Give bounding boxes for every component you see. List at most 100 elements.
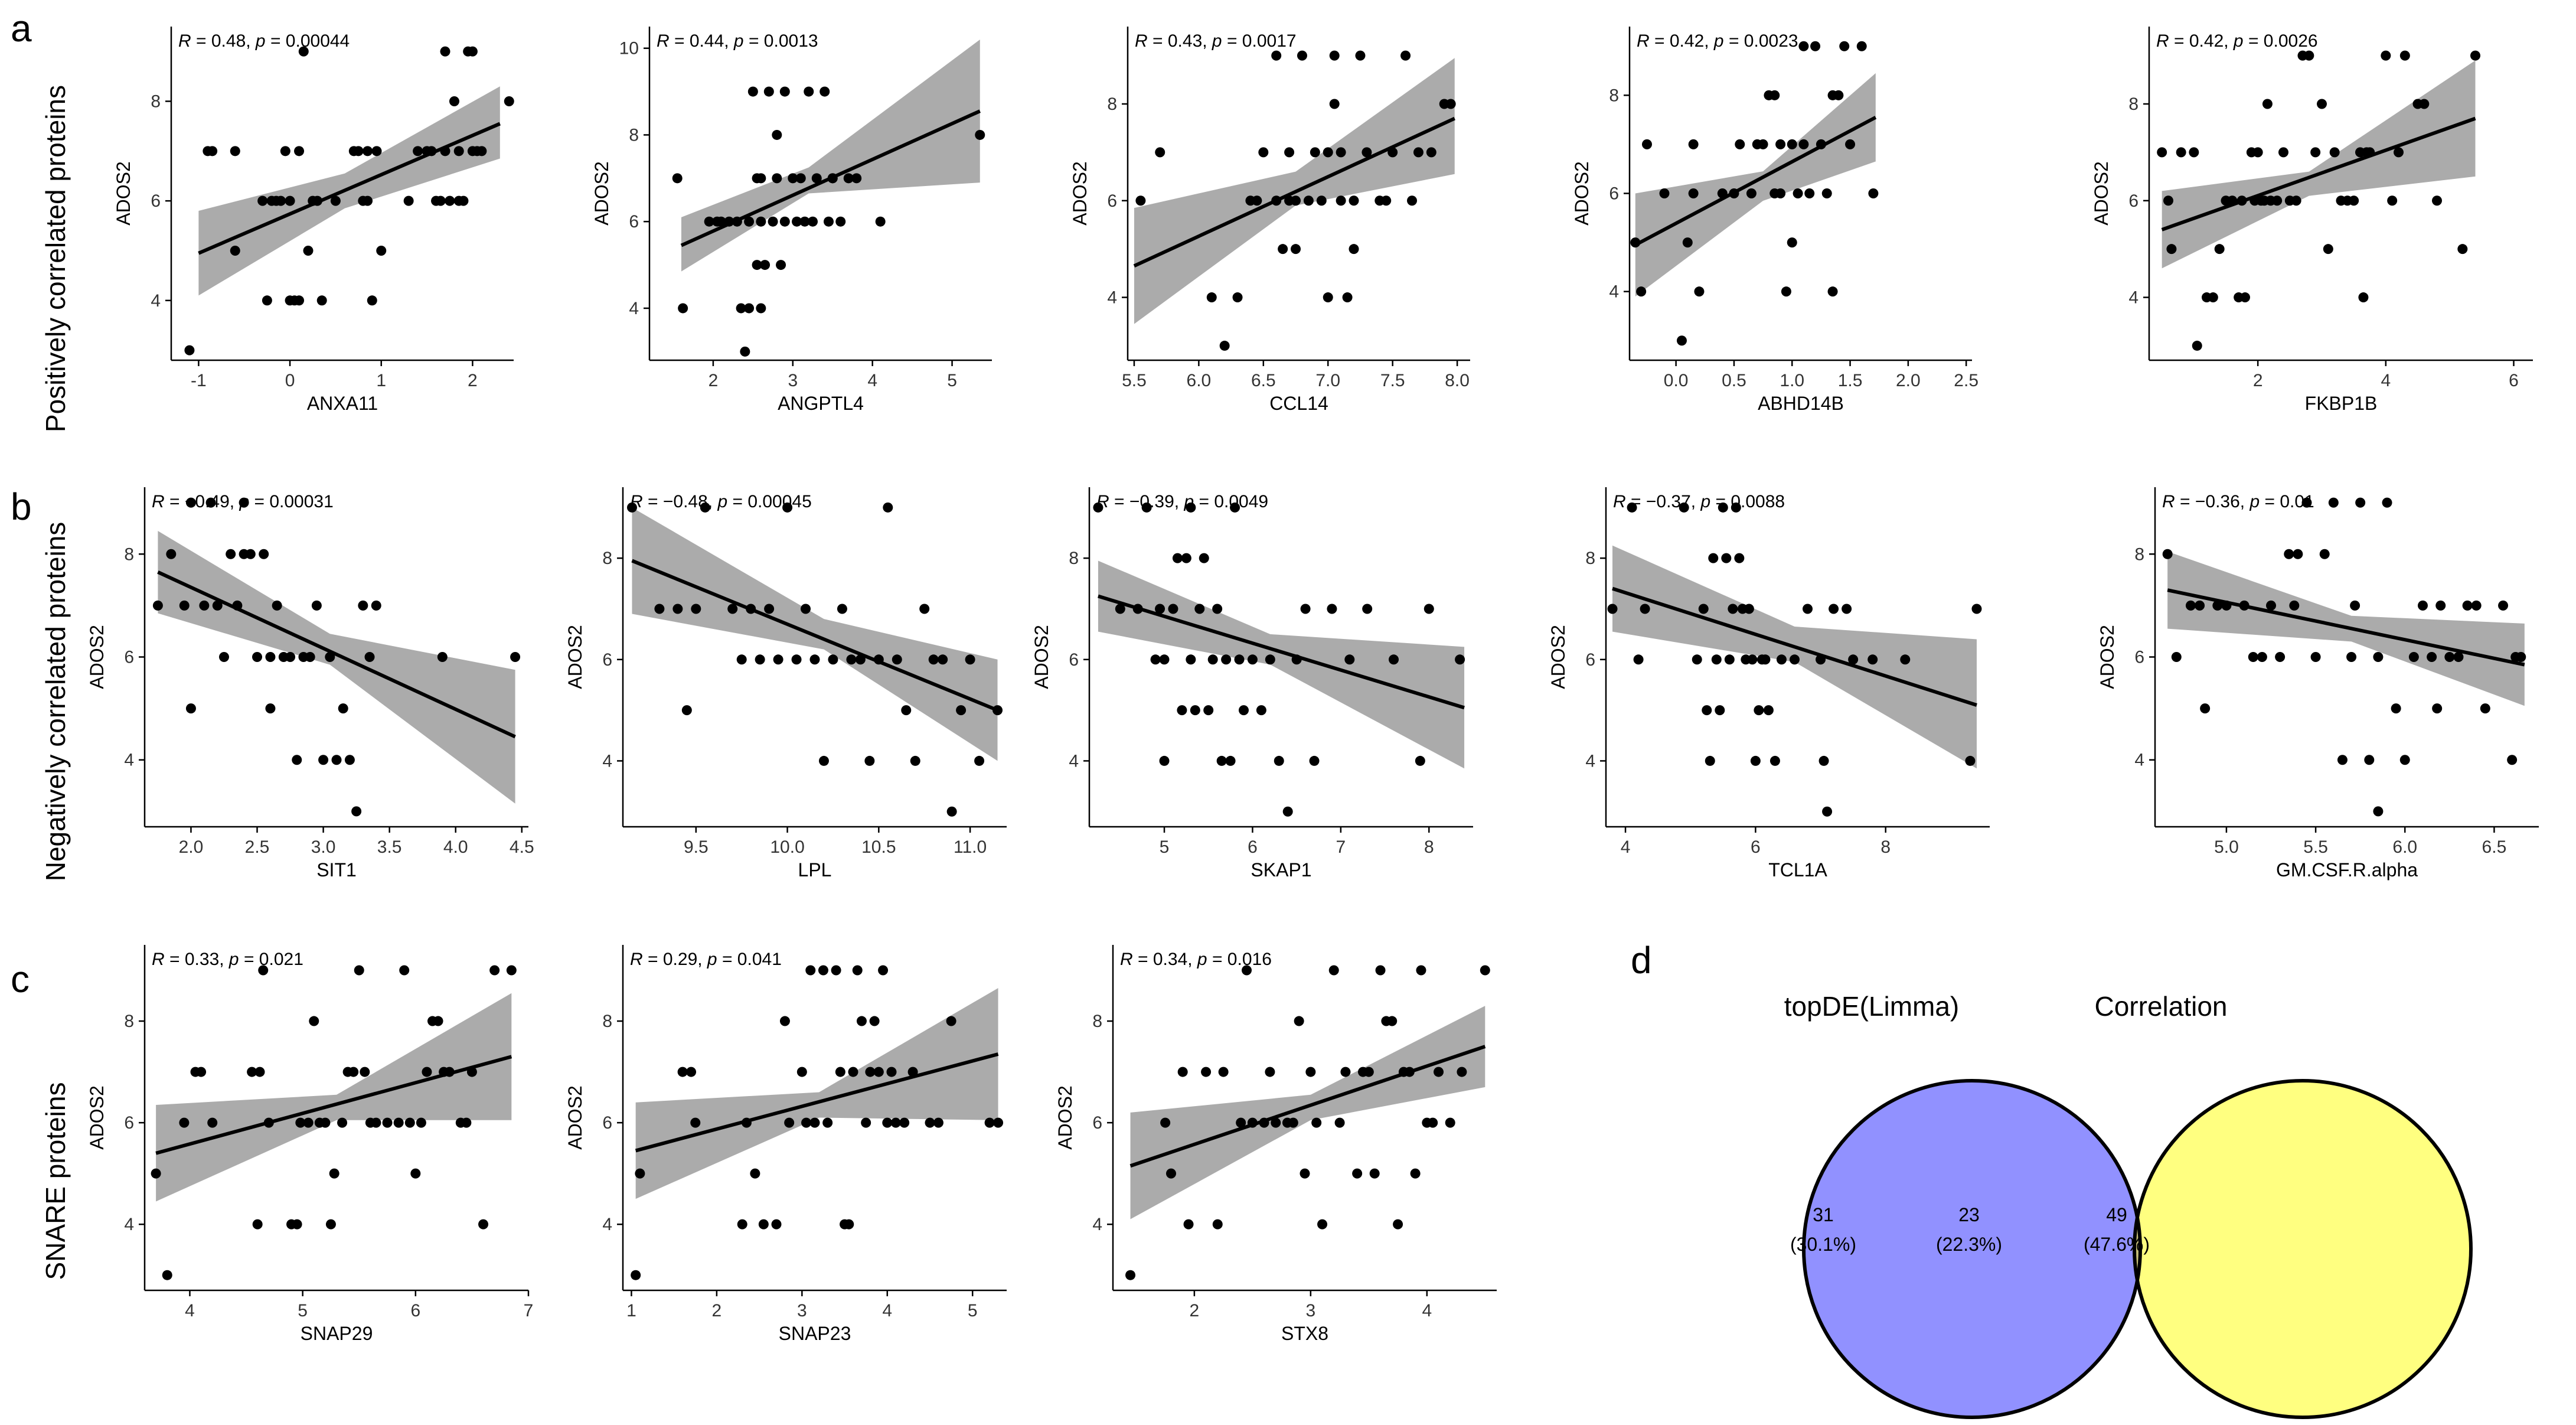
data-point bbox=[2457, 244, 2468, 255]
data-point bbox=[855, 654, 866, 665]
data-point bbox=[744, 216, 755, 227]
data-point bbox=[1387, 147, 1398, 158]
x-tick-label: 1 bbox=[376, 371, 386, 390]
x-tick-label: 3.0 bbox=[311, 837, 336, 857]
data-point bbox=[1769, 90, 1780, 100]
x-tick-label: 5.5 bbox=[2303, 837, 2328, 857]
data-point bbox=[1212, 1219, 1223, 1230]
data-point bbox=[736, 303, 746, 314]
y-axis-title: ADOS2 bbox=[1571, 161, 1592, 225]
data-point bbox=[1775, 188, 1786, 198]
data-point bbox=[1428, 1117, 1438, 1128]
data-point bbox=[818, 965, 828, 976]
data-point bbox=[2323, 244, 2333, 255]
data-point bbox=[1688, 139, 1699, 149]
data-point bbox=[467, 46, 478, 57]
data-point bbox=[700, 502, 710, 513]
data-point bbox=[784, 1117, 795, 1128]
panel-letter-d: d bbox=[1631, 939, 1652, 981]
data-point bbox=[207, 146, 218, 156]
data-point bbox=[776, 260, 786, 270]
panel-letter-a: a bbox=[11, 7, 32, 50]
y-tick-label: 8 bbox=[124, 1012, 134, 1031]
data-point bbox=[892, 654, 902, 665]
data-point bbox=[1199, 553, 1209, 563]
data-point bbox=[226, 549, 236, 559]
data-point bbox=[828, 654, 838, 665]
data-point bbox=[1731, 502, 1741, 513]
r-symbol: R bbox=[1637, 31, 1650, 51]
data-point bbox=[162, 1270, 172, 1280]
data-point bbox=[1735, 139, 1745, 149]
y-tick-label: 4 bbox=[602, 1215, 612, 1234]
data-point bbox=[1294, 1016, 1304, 1026]
data-point bbox=[1781, 286, 1791, 297]
row-label-negative: Negatively correlated proteins bbox=[40, 522, 71, 882]
data-point bbox=[1640, 604, 1650, 614]
x-tick-label: 10.5 bbox=[861, 837, 896, 857]
data-point bbox=[2176, 147, 2186, 158]
data-point bbox=[1636, 286, 1647, 297]
data-point bbox=[856, 1016, 867, 1026]
correlation-annotation: R = 0.29, p = 0.041 bbox=[630, 950, 782, 969]
data-point bbox=[337, 1117, 348, 1128]
data-point bbox=[1165, 1168, 1176, 1179]
data-point bbox=[1344, 654, 1355, 665]
data-point bbox=[843, 173, 854, 184]
y-tick-label: 4 bbox=[1609, 282, 1619, 302]
data-point bbox=[295, 1117, 306, 1128]
data-point bbox=[2444, 652, 2455, 662]
regression-line bbox=[1612, 586, 1977, 707]
data-point bbox=[910, 755, 920, 766]
data-point bbox=[311, 600, 322, 611]
data-point bbox=[305, 652, 315, 662]
data-point bbox=[852, 965, 863, 976]
data-point bbox=[1798, 139, 1809, 149]
data-point bbox=[393, 1117, 404, 1128]
p-value: = 0.0026 bbox=[2244, 31, 2318, 51]
data-point bbox=[232, 600, 243, 611]
data-point bbox=[371, 146, 382, 156]
p-value: = 0.00031 bbox=[249, 492, 334, 511]
data-point bbox=[732, 216, 742, 227]
data-point bbox=[801, 1117, 812, 1128]
data-point bbox=[1747, 654, 1758, 665]
r-value: = 0.33, bbox=[165, 950, 229, 969]
x-tick-label: 2 bbox=[709, 371, 719, 390]
data-point bbox=[795, 173, 806, 184]
data-point bbox=[1829, 604, 1839, 614]
data-point bbox=[1155, 604, 1165, 614]
data-point bbox=[740, 346, 750, 357]
data-point bbox=[1793, 188, 1803, 198]
data-point bbox=[654, 604, 665, 614]
regression-line bbox=[1098, 594, 1465, 710]
x-tick-label: 2.5 bbox=[1954, 371, 1978, 390]
data-point bbox=[1746, 188, 1756, 198]
data-point bbox=[1387, 1016, 1398, 1026]
data-point bbox=[861, 1117, 871, 1128]
data-point bbox=[2289, 600, 2300, 611]
data-point bbox=[280, 146, 290, 156]
data-point bbox=[2317, 99, 2327, 109]
y-axis-title: ADOS2 bbox=[564, 1085, 586, 1149]
venn-overlap-count: 23 bbox=[1958, 1204, 1980, 1225]
data-point bbox=[925, 1117, 935, 1128]
data-point bbox=[245, 549, 256, 559]
data-point bbox=[2163, 195, 2173, 206]
p-symbol: p bbox=[255, 31, 266, 51]
r-value: = −0.39, bbox=[1109, 492, 1184, 511]
data-point bbox=[1816, 139, 1826, 149]
data-point bbox=[1282, 806, 1293, 817]
data-point bbox=[1238, 705, 1249, 716]
data-point bbox=[1355, 50, 1366, 61]
data-point bbox=[681, 705, 692, 716]
data-point bbox=[212, 600, 223, 611]
data-point bbox=[1311, 1117, 1322, 1128]
data-point bbox=[2200, 703, 2211, 714]
data-point bbox=[2346, 652, 2357, 662]
data-point bbox=[2328, 497, 2339, 508]
data-point bbox=[756, 216, 766, 227]
data-point bbox=[1627, 502, 1637, 513]
x-tick-label: 2 bbox=[468, 371, 478, 390]
data-point bbox=[1300, 604, 1311, 614]
